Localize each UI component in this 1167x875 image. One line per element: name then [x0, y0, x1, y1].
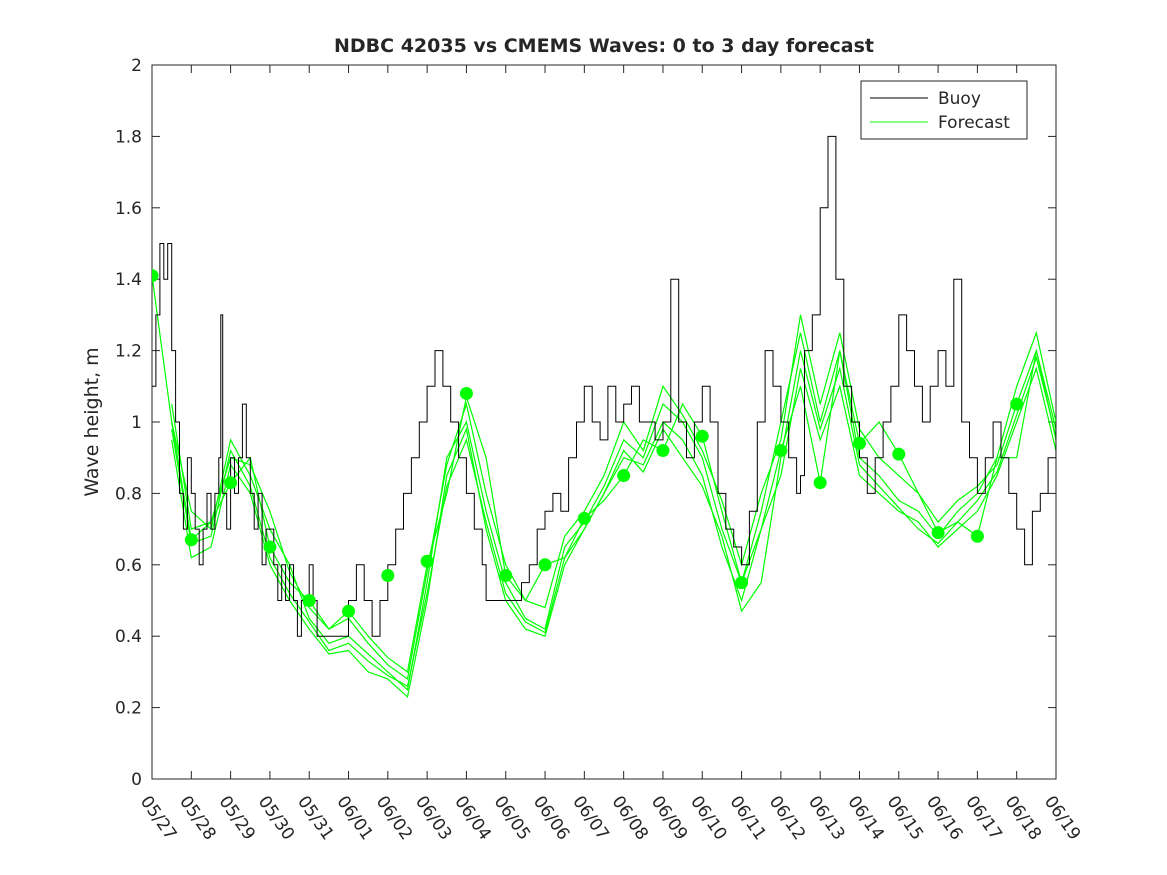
plot-area: [151, 64, 1057, 780]
forecast-marker: [617, 469, 631, 483]
x-tick-label: 06/18: [1001, 792, 1045, 844]
x-tick-label: 05/28: [175, 792, 219, 844]
forecast-marker: [1010, 397, 1024, 411]
forecast-marker: [302, 594, 316, 607]
forecast-marker: [813, 476, 827, 490]
forecast-series-line: [171, 330, 1056, 691]
x-tick-label: 06/13: [804, 792, 848, 844]
forecast-marker: [656, 444, 670, 458]
x-tick-label: 05/27: [136, 792, 180, 844]
forecast-marker: [852, 436, 866, 450]
legend-box: [860, 80, 1028, 140]
forecast-marker: [970, 529, 984, 543]
x-tick-label: 06/03: [411, 792, 455, 844]
forecast-marker: [892, 447, 906, 461]
legend-buoy-label: Buoy: [938, 89, 981, 109]
x-tick-label: 06/05: [490, 792, 534, 844]
forecast-marker: [774, 444, 788, 458]
y-tick-label: 1.4: [115, 270, 142, 290]
x-tick-label: 06/10: [686, 792, 730, 844]
forecast-marker: [538, 558, 552, 572]
x-tick-label: 06/08: [608, 792, 652, 844]
x-tick-label: 06/15: [883, 792, 927, 844]
buoy-series-line: [152, 135, 1056, 637]
forecast-marker: [381, 569, 395, 583]
y-tick-label: 0.6: [115, 556, 142, 576]
chart-title: NDBC 42035 vs CMEMS Waves: 0 to 3 day fo…: [334, 35, 874, 57]
x-tick-label: 06/01: [332, 792, 376, 844]
forecast-markers-group: [152, 269, 1024, 618]
forecast-marker: [695, 429, 709, 443]
x-tick-label: 06/09: [647, 792, 691, 844]
forecast-marker: [499, 569, 513, 583]
x-tick-label: 06/12: [765, 792, 809, 844]
x-tick-label: 06/17: [961, 792, 1005, 844]
forecast-marker: [459, 386, 473, 400]
forecast-series-line: [171, 366, 1056, 699]
y-tick-label: 1.8: [115, 127, 142, 147]
y-tick-label: 0.2: [115, 699, 142, 719]
forecast-marker: [263, 540, 277, 554]
legend-forecast-label: Forecast: [938, 113, 1010, 133]
x-tick-label: 05/30: [254, 792, 298, 844]
forecast-marker: [577, 511, 591, 525]
forecast-marker: [420, 554, 434, 568]
forecast-series-line: [171, 314, 1056, 681]
forecast-marker: [224, 476, 238, 490]
x-tick-label: 06/04: [450, 792, 494, 844]
y-axis: 0 0.2 0.4 0.6 0.8 1 1.2 1.4 1.6 1.8 2: [115, 56, 1056, 790]
x-tick-label: 06/07: [568, 792, 612, 844]
forecast-marker: [931, 526, 945, 540]
y-tick-label: 0: [131, 770, 142, 790]
x-tick-label: 06/14: [843, 792, 887, 844]
forecast-marker: [184, 533, 198, 547]
y-axis-label: Wave height, m: [81, 347, 103, 496]
forecast-marker: [735, 576, 749, 590]
y-tick-label: 2: [131, 56, 142, 76]
x-tick-label: 06/11: [725, 792, 769, 844]
x-tick-label: 06/19: [1040, 792, 1084, 844]
y-tick-label: 1.6: [115, 199, 142, 219]
forecast-marker: [152, 269, 159, 283]
y-tick-label: 1.2: [115, 342, 142, 362]
y-tick-label: 0.8: [115, 484, 142, 504]
x-tick-label: 05/31: [293, 792, 337, 844]
x-tick-label: 06/02: [372, 792, 416, 844]
x-tick-label: 06/16: [922, 792, 966, 844]
x-tick-label: 06/06: [529, 792, 573, 844]
legend: Buoy Forecast: [860, 80, 1028, 140]
y-tick-label: 1: [131, 413, 142, 433]
y-tick-label: 0.4: [115, 627, 142, 647]
forecast-marker: [342, 604, 356, 618]
x-tick-label: 05/29: [215, 792, 259, 844]
buoy-series-group: [152, 135, 1056, 637]
